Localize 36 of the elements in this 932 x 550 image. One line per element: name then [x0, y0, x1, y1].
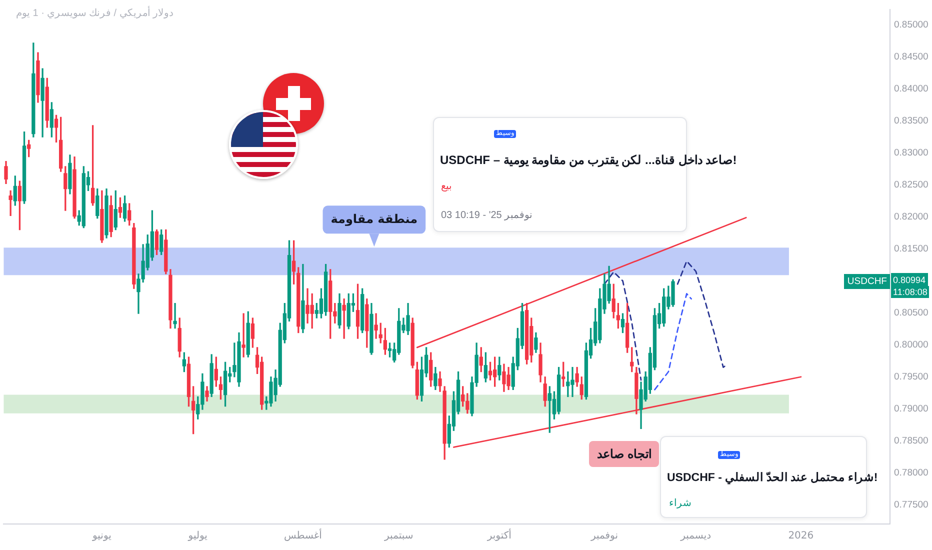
y-tick-label: 0.80500	[894, 308, 928, 319]
annotation: USDCHF - شراء محتمل عند الحدّ السفلي!	[667, 472, 878, 486]
text: 11:08:08	[891, 286, 930, 298]
band-label: منطقة مقاومة	[330, 212, 418, 226]
annotation: 03 10:19 - '25 نوفمبر	[441, 210, 533, 222]
x-tick-label: سبتمبر	[384, 530, 414, 542]
annotation: اتجاه صاعد	[589, 441, 660, 468]
x-tick-label: يوليو	[187, 530, 208, 542]
x-tick-label: أكتوبر	[486, 528, 512, 542]
y-tick-label: 0.79000	[894, 403, 928, 414]
y-tick-label: 0.82000	[894, 212, 928, 223]
annotation: USDCHF – صاعد داخل قناة... لكن يقترب من مقاومة يومية!	[440, 153, 737, 168]
y-tick-label: 0.80000	[894, 340, 928, 351]
y-tick-label: 0.83500	[894, 116, 928, 127]
x-tick-label: يونيو	[91, 530, 112, 542]
y-tick-label: 0.81500	[894, 244, 928, 255]
y-tick-label: 0.84000	[894, 84, 928, 95]
y-tick-label: 0.78500	[894, 435, 928, 446]
x-tick-label: أغسطس	[284, 528, 322, 542]
annotation: بيع	[441, 181, 452, 193]
y-tick-label: 0.83000	[894, 148, 928, 159]
x-tick-label: ديسمبر	[680, 530, 712, 542]
y-tick-label: 0.84500	[894, 52, 928, 63]
chart-title: دولار أمريكي / فرنك سويسري · 1 يوم	[16, 8, 174, 20]
line-series	[654, 293, 692, 390]
y-tick-label: 0.79500	[894, 372, 928, 382]
y-tick-label: 0.78000	[894, 467, 928, 478]
x-tick-label: نوفمبر	[590, 530, 618, 542]
y-tick-label: 0.85000	[894, 20, 928, 31]
annotation: USDCHF	[844, 274, 890, 289]
annotation: شراء	[669, 498, 691, 510]
y-tick-label: 0.82500	[894, 180, 928, 191]
y-tick-label: 0.77500	[894, 499, 928, 510]
x-tick-label: 2026	[788, 530, 814, 542]
line-series	[604, 271, 642, 381]
text: 0.80994	[891, 272, 928, 288]
